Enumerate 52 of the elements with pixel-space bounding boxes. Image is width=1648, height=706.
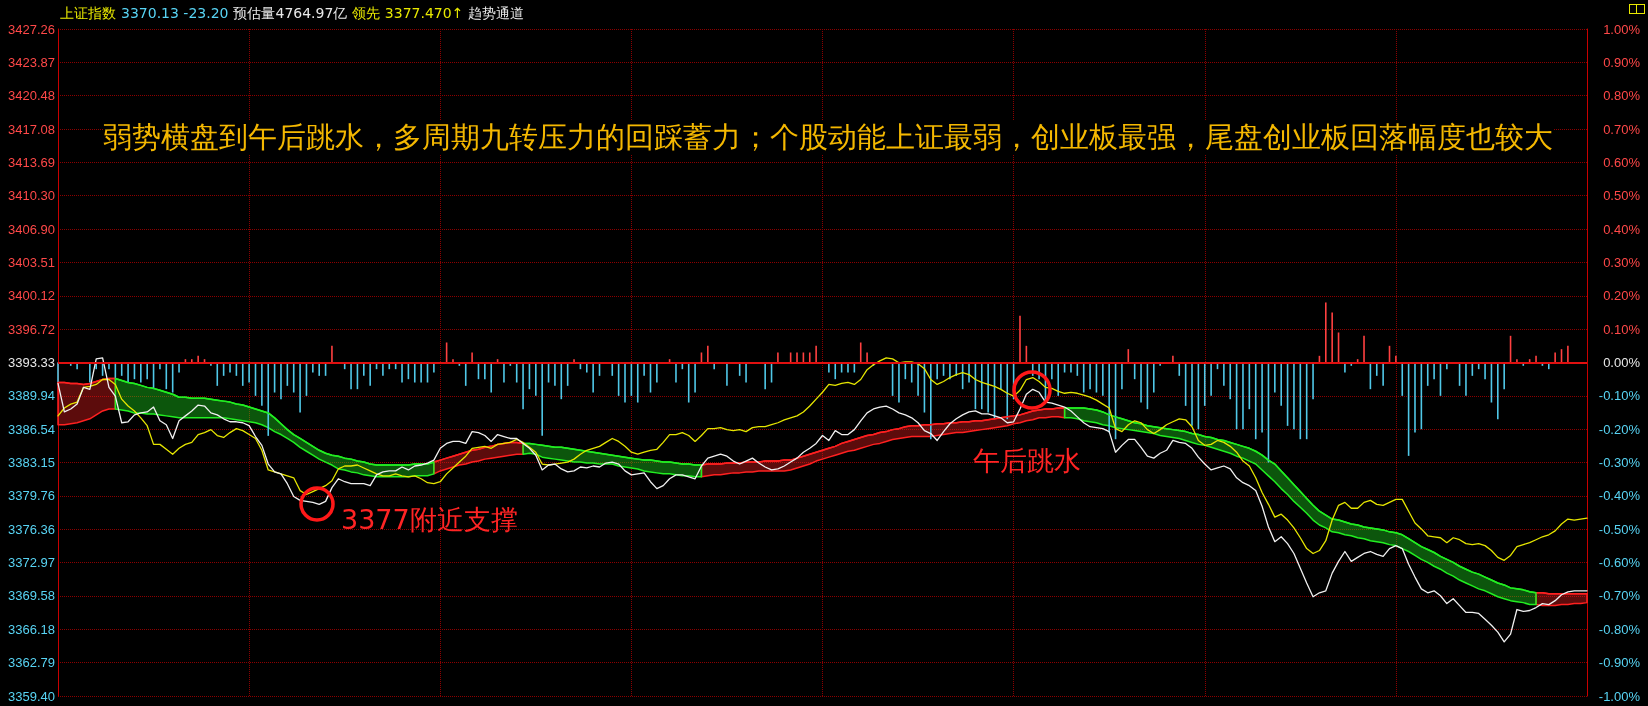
y-tick-label: 3362.79 <box>8 655 55 671</box>
y2-tick-label: -0.10% <box>1598 388 1641 404</box>
y2-tick-label: 0.20% <box>1603 288 1641 304</box>
y-tick-label: 3427.26 <box>8 21 55 37</box>
y-tick-label: 3413.69 <box>8 154 55 170</box>
annotation: 午后跳水 <box>973 445 1081 476</box>
y-tick-label: 3417.08 <box>8 121 55 137</box>
y2-tick-label: -0.80% <box>1598 621 1641 637</box>
y-tick-label: 3410.30 <box>8 188 55 204</box>
y-tick-label: 3379.76 <box>8 488 55 504</box>
line-series <box>57 357 1588 562</box>
annotation: 弱势横盘到午后跳水，多周期九转压力的回踩蓄力；个股动能上证最弱，创业板最强，尾盘创业板回落幅度也较大 <box>103 120 1553 154</box>
y2-tick-label: 1.00% <box>1603 21 1641 37</box>
y2-tick-label: 0.90% <box>1603 54 1641 70</box>
y2-tick-label: 0.70% <box>1603 121 1641 137</box>
y2-tick-label: -0.20% <box>1598 421 1641 437</box>
y2-tick-label: 0.40% <box>1603 221 1641 237</box>
y2-tick-label: -0.90% <box>1598 655 1641 671</box>
y2-tick-label: -0.60% <box>1598 555 1641 571</box>
y-tick-label: 3366.18 <box>8 621 55 637</box>
line-series <box>57 357 1588 643</box>
y2-tick-label: 0.10% <box>1603 321 1641 337</box>
text: 预估量4764.97亿 <box>233 4 348 22</box>
y-tick-label: 3359.40 <box>8 688 55 704</box>
y2-tick-label: 0.30% <box>1603 254 1641 270</box>
y2-tick-label: -0.70% <box>1598 588 1641 604</box>
y-tick-label: 3369.58 <box>8 588 55 604</box>
y-tick-label: 3386.54 <box>8 421 55 437</box>
y-tick-label: 3406.90 <box>8 221 55 237</box>
text: 趋势通道 <box>468 4 525 22</box>
y-tick-label: 3396.72 <box>8 321 55 337</box>
y-tick-label: 3393.33 <box>8 355 55 370</box>
y2-tick-label: -0.50% <box>1598 521 1641 537</box>
annotation: 3377附近支撑 <box>341 504 518 535</box>
text: 领先 3377.470↑ <box>352 4 464 22</box>
y2-tick-label: 0.80% <box>1603 88 1641 104</box>
y-tick-label: 3376.36 <box>8 521 55 537</box>
y-tick-label: 3403.51 <box>8 254 55 270</box>
y2-tick-label: -0.40% <box>1598 488 1641 504</box>
y-tick-label: 3389.94 <box>8 388 55 404</box>
y-tick-label: 3383.15 <box>8 455 55 471</box>
y2-tick-label: 0.60% <box>1603 154 1641 170</box>
y2-tick-label: 0.00% <box>1603 355 1641 370</box>
y2-tick-label: -1.00% <box>1598 688 1641 704</box>
y2-tick-label: -0.30% <box>1598 455 1641 471</box>
y-tick-label: 3423.87 <box>8 54 55 70</box>
y-tick-label: 3420.48 <box>8 88 55 104</box>
chart-title: 上证指数 <box>60 4 116 22</box>
y2-tick-label: 0.50% <box>1603 188 1641 204</box>
y-tick-label: 3400.12 <box>8 288 55 304</box>
y-tick-label: 3372.97 <box>8 555 55 571</box>
text: 3370.13 -23.20 <box>121 4 229 22</box>
